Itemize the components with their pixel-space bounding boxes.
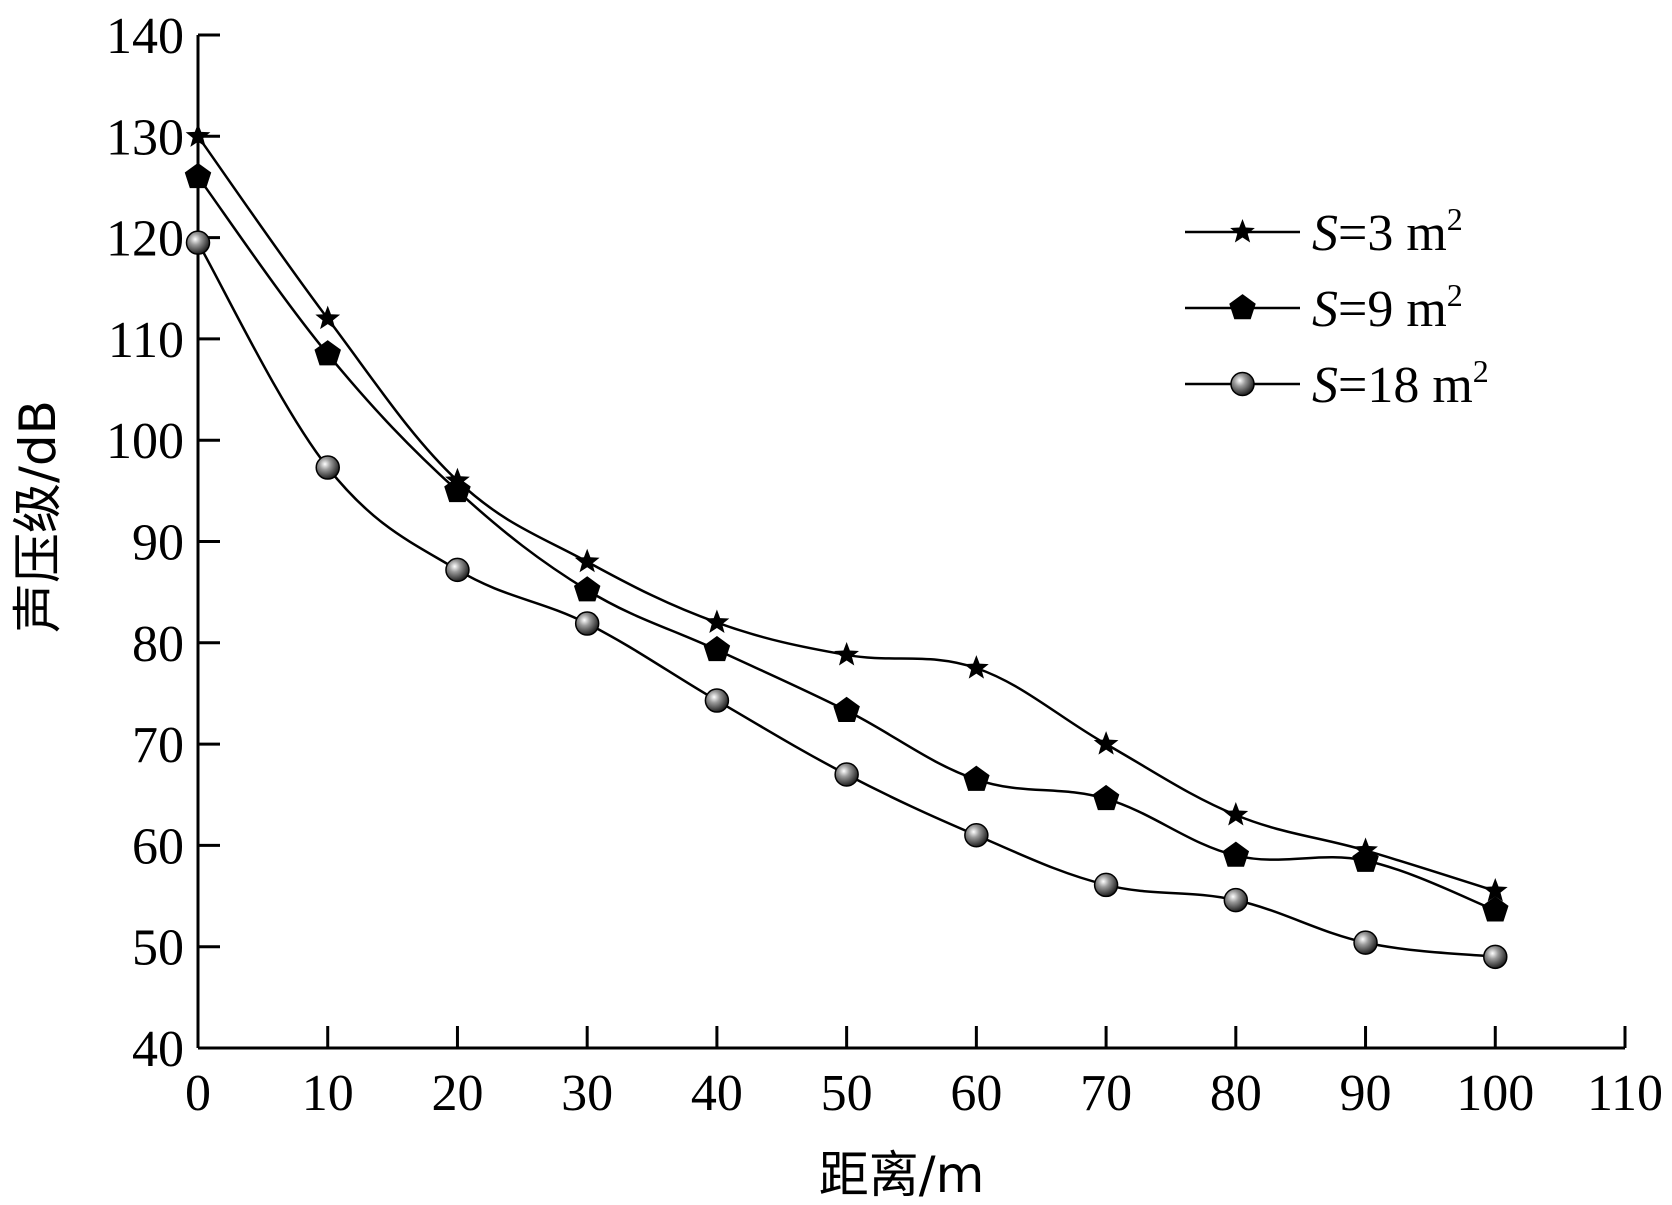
y-tick-label: 50 xyxy=(132,920,184,977)
pentagon-data-point xyxy=(833,696,860,722)
pentagon-data-point xyxy=(184,162,212,189)
star-data-point xyxy=(574,548,600,573)
axes: 40 50 60 70 80 90 100 110 120 130 140 0 10 20 30 40 50 60… xyxy=(106,8,1663,1122)
sphere-data-point xyxy=(445,557,470,583)
y-tick-label: 130 xyxy=(106,109,184,166)
star-data-point xyxy=(704,609,730,634)
legend-item: S=3 m2 xyxy=(1185,201,1463,262)
series-group xyxy=(184,123,1509,970)
star-data-point xyxy=(185,123,211,147)
sphere-data-point xyxy=(185,230,211,255)
sphere-data-point xyxy=(1353,930,1378,955)
legend-star-marker xyxy=(1230,219,1255,243)
pentagon-data-point xyxy=(703,635,731,662)
pentagon-data-point xyxy=(444,476,471,503)
sphere-data-point xyxy=(1483,944,1508,970)
x-tick-label: 50 xyxy=(821,1065,873,1122)
x-tick-label: 100 xyxy=(1456,1065,1534,1122)
series-3 xyxy=(185,230,1508,970)
star-data-point xyxy=(1482,877,1508,902)
sphere-data-point xyxy=(704,688,730,713)
sphere-data-point xyxy=(1223,887,1249,913)
sphere-data-point xyxy=(574,611,600,636)
pentagon-data-point xyxy=(1222,841,1250,867)
sphere-data-point xyxy=(315,455,340,480)
star-data-point xyxy=(1223,802,1249,826)
sphere-data-point xyxy=(964,823,989,848)
legend-label: S=3 m2 xyxy=(1312,201,1463,262)
pentagon-data-point xyxy=(314,340,341,366)
series-line xyxy=(196,135,1496,893)
pentagon-data-point xyxy=(1482,896,1509,922)
legend-item: S=9 m2 xyxy=(1185,277,1463,338)
pentagon-data-point xyxy=(963,765,990,791)
x-tick-label: 0 xyxy=(185,1065,211,1122)
series-2 xyxy=(184,162,1509,922)
sphere-data-point xyxy=(1093,872,1119,898)
y-tick-label: 60 xyxy=(132,818,184,875)
series-line xyxy=(196,242,1496,959)
star-data-point xyxy=(1093,731,1119,755)
x-tick-label: 60 xyxy=(950,1065,1002,1122)
x-tick-label: 40 xyxy=(691,1065,743,1122)
x-axis-title: 距离/m xyxy=(819,1146,985,1204)
series-line xyxy=(196,176,1496,912)
y-tick-label: 70 xyxy=(132,717,184,774)
y-tick-label: 140 xyxy=(106,8,184,65)
y-tick-label: 120 xyxy=(106,211,184,268)
star-data-point xyxy=(964,655,989,679)
y-tick-label: 40 xyxy=(132,1021,184,1078)
x-tick-label: 90 xyxy=(1340,1065,1392,1122)
pentagon-data-point xyxy=(1352,846,1379,872)
pentagon-data-point xyxy=(573,576,601,602)
y-tick-label: 80 xyxy=(132,616,184,673)
x-tick-label: 70 xyxy=(1080,1065,1132,1122)
x-tick-label: 10 xyxy=(302,1065,354,1122)
x-tick-label: 30 xyxy=(561,1065,613,1122)
legend-pentagon-marker xyxy=(1229,294,1256,320)
x-tick-label: 20 xyxy=(431,1065,483,1122)
star-data-point xyxy=(834,641,859,666)
legend-item: S=18 m2 xyxy=(1185,353,1489,414)
y-tick-label: 110 xyxy=(108,312,184,369)
legend-sphere-marker xyxy=(1230,371,1255,397)
star-data-point xyxy=(315,305,341,330)
pentagon-data-point xyxy=(1092,784,1120,811)
y-tick-label: 100 xyxy=(106,413,184,470)
x-tick-label: 110 xyxy=(1587,1065,1663,1122)
sphere-data-point xyxy=(834,762,859,787)
x-tick-label: 80 xyxy=(1210,1065,1262,1122)
y-tick-label: 90 xyxy=(132,515,184,572)
legend-label: S=18 m2 xyxy=(1312,353,1489,414)
legend: S=3 m2 S=9 m2 S=18 m2 xyxy=(1185,201,1489,414)
y-axis-title: 声压级/dB xyxy=(9,400,67,633)
legend-label: S=9 m2 xyxy=(1312,277,1463,338)
